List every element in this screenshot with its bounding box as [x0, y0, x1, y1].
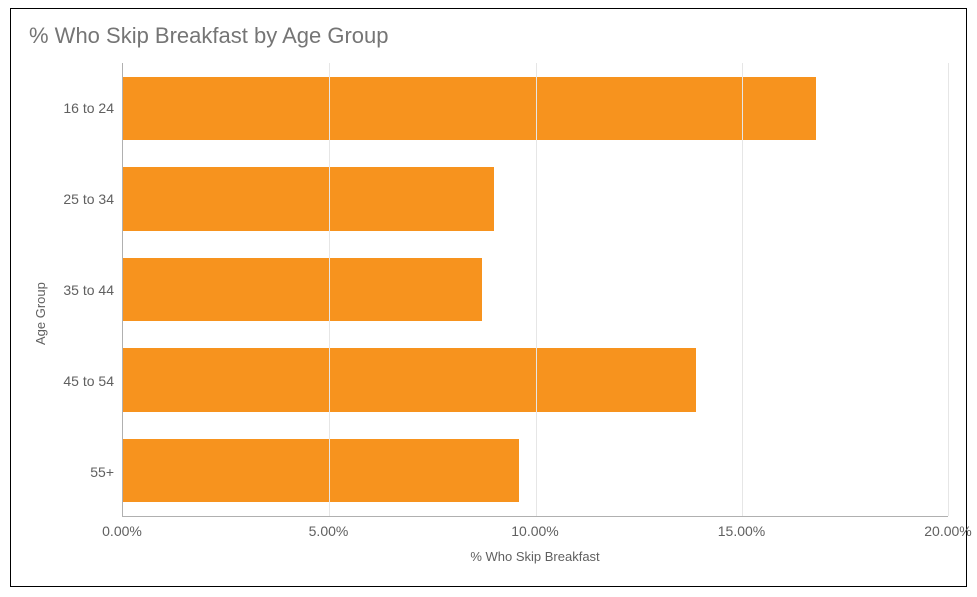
x-tick-label: 10.00%: [511, 523, 558, 539]
x-title-row: % Who Skip Breakfast: [52, 543, 948, 564]
bar: [123, 77, 816, 140]
gridline: [948, 63, 949, 516]
x-tick-row: 0.00%5.00%10.00%15.00%20.00%: [52, 517, 948, 543]
x-ticks: 0.00%5.00%10.00%15.00%20.00%: [122, 517, 948, 543]
x-title-spacer: [52, 543, 122, 564]
gridline: [536, 63, 537, 516]
plot-row: 16 to 24 25 to 34 35 to 44 45 to 54 55+: [52, 63, 948, 517]
bar: [123, 348, 696, 411]
bar: [123, 439, 519, 502]
y-tick-label: 25 to 34: [63, 191, 114, 207]
chart-main: 16 to 24 25 to 34 35 to 44 45 to 54 55+ 0.00…: [52, 63, 948, 564]
y-tick-label: 55+: [90, 464, 114, 480]
bar: [123, 167, 494, 230]
x-tick-label: 15.00%: [718, 523, 765, 539]
y-tick-label: 35 to 44: [63, 282, 114, 298]
x-tick-label: 20.00%: [924, 523, 971, 539]
y-tick-label: 16 to 24: [63, 100, 114, 116]
gridline: [742, 63, 743, 516]
bar: [123, 258, 482, 321]
chart-container: % Who Skip Breakfast by Age Group Age Gr…: [10, 8, 967, 587]
x-tick-label: 0.00%: [102, 523, 142, 539]
x-axis-title: % Who Skip Breakfast: [122, 549, 948, 564]
y-axis-title: Age Group: [29, 63, 52, 564]
y-tick-label: 45 to 54: [63, 373, 114, 389]
y-tick-labels: 16 to 24 25 to 34 35 to 44 45 to 54 55+: [52, 63, 122, 517]
chart-body: Age Group 16 to 24 25 to 34 35 to 44 45 to …: [29, 63, 948, 564]
plot-area: [122, 63, 948, 517]
gridline: [329, 63, 330, 516]
chart-title: % Who Skip Breakfast by Age Group: [29, 23, 948, 49]
x-tick-label: 5.00%: [309, 523, 349, 539]
